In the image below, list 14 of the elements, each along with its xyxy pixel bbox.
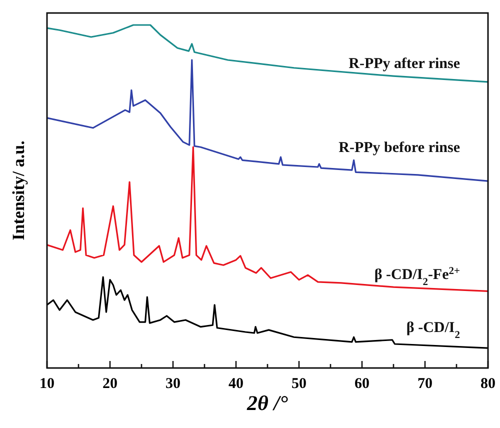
x-tick-label: 70 — [418, 376, 432, 392]
x-tick-label: 50 — [292, 376, 306, 392]
series-label: β -CD/I$_{2}$-Fe$^{2+}$ — [374, 266, 460, 288]
x-tick-label: 10 — [40, 376, 54, 392]
series-label: β -CD/I$_{2}$ — [406, 320, 460, 340]
y-axis-title: Intensity/ a.u. — [9, 140, 28, 240]
x-tick-label: 80 — [480, 376, 496, 392]
x-tick-label: 20 — [102, 376, 118, 392]
x-axis-title: 2θ /° — [246, 391, 289, 415]
series-label: R-PPy before rinse — [338, 140, 460, 156]
series-label: R-PPy after rinse — [348, 56, 460, 72]
x-tick-label: 40 — [228, 376, 244, 392]
x-tick-label: 30 — [166, 376, 180, 392]
x-tick-label: 60 — [354, 376, 370, 392]
